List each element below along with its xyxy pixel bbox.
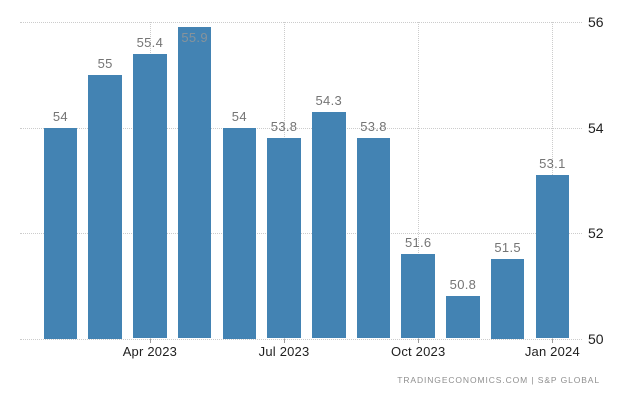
attribution-text: TRADINGECONOMICS.COM | S&P GLOBAL [397, 375, 600, 385]
x-axis-label: Jul 2023 [258, 344, 310, 359]
bar-value-label: 54 [231, 108, 247, 124]
bar-dec-2023[interactable] [490, 259, 525, 339]
y-axis-label: 54 [588, 119, 604, 136]
bar-value-label: 55.9 [181, 30, 208, 46]
y-axis-label: 52 [588, 225, 604, 241]
bar-value-label: 55 [97, 55, 113, 71]
bar-value-label: 51.5 [494, 240, 521, 256]
bar-jul-2023[interactable] [267, 138, 301, 339]
bar-jan-2024[interactable] [535, 174, 570, 339]
y-gridline [20, 22, 582, 23]
x-gridline [418, 22, 420, 339]
y-axis-label: 56 [588, 14, 604, 30]
bar-value-label: 50.8 [449, 277, 477, 293]
x-axis-label: Apr 2023 [122, 344, 178, 359]
x-axis-label: Jan 2024 [524, 344, 580, 359]
bar-sep-2023[interactable] [356, 138, 391, 339]
y-axis-label: 50 [588, 330, 604, 347]
bar-value-label: 54.3 [315, 92, 343, 108]
bar-mar-2023[interactable] [88, 74, 122, 339]
bar-value-label: 53.8 [360, 119, 387, 135]
x-axis-tick [149, 339, 151, 343]
x-axis-tick [284, 339, 286, 343]
bar-value-label: 51.6 [404, 235, 432, 251]
bar-value-label: 53.1 [539, 155, 566, 171]
x-axis-tick [552, 339, 554, 343]
attribution: TRADINGECONOMICS.COM | S&P GLOBAL [397, 375, 600, 385]
bar-value-label: 54 [52, 108, 68, 124]
bar-feb-2023[interactable] [43, 127, 78, 339]
bar-nov-2023[interactable] [446, 296, 480, 339]
y-gridline [20, 233, 582, 234]
y-gridline [20, 127, 582, 129]
bar-value-label: 55.4 [136, 34, 164, 50]
x-axis-label: Oct 2023 [391, 344, 446, 359]
bar-may-2023[interactable] [177, 27, 212, 339]
bar-oct-2023[interactable] [401, 254, 435, 339]
bar-jun-2023[interactable] [222, 127, 257, 339]
bar-aug-2023[interactable] [312, 111, 346, 339]
y-gridline [20, 338, 582, 340]
x-axis-tick [418, 339, 420, 343]
bar-apr-2023[interactable] [133, 53, 167, 339]
bar-value-label: 53.8 [270, 119, 298, 135]
